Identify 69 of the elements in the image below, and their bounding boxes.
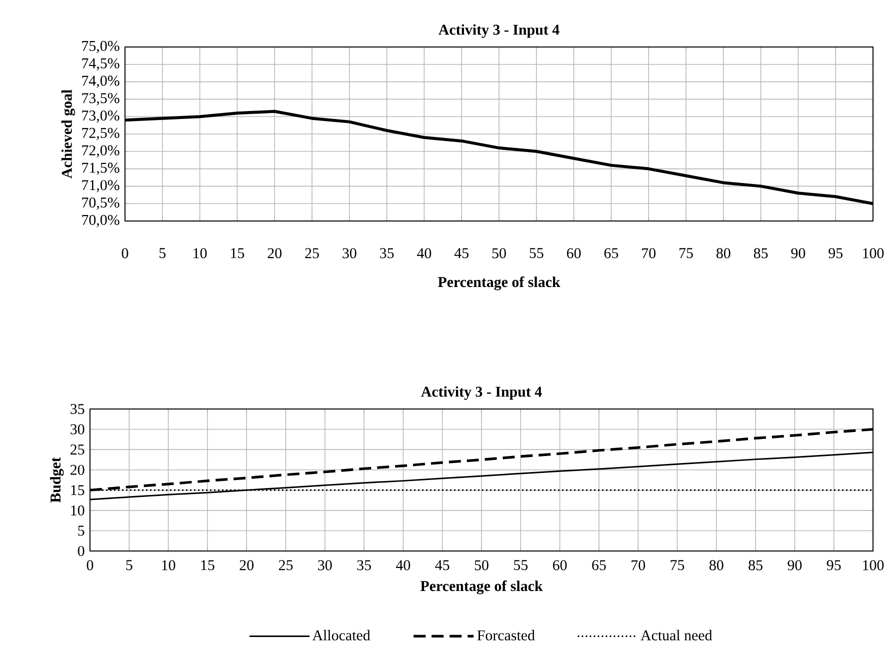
x-tick-label: 10 [194, 248, 207, 258]
x-tick-label: 30 [342, 248, 356, 258]
x-tick-label: 80 [710, 560, 724, 570]
x-tick-label: 45 [454, 248, 468, 258]
x-tick-label: 100 [863, 560, 884, 570]
x-tick-label: 95 [826, 560, 841, 570]
y-tick-label: 30 [70, 424, 84, 434]
y-tick-label: 70,0% [82, 214, 120, 228]
y-axis-title: Budget [50, 457, 64, 503]
x-tick-label: 70 [642, 248, 656, 258]
chart-title: Activity 3 - Input 4 [421, 386, 542, 400]
x-tick-label: 15 [231, 248, 244, 258]
x-tick-label: 60 [552, 560, 567, 570]
y-tick-label: 5 [78, 526, 84, 536]
x-tick-label: 90 [791, 248, 806, 258]
x-tick-label: 20 [240, 560, 254, 570]
y-tick-label: 35 [70, 404, 84, 414]
x-axis-title: Percentage of slack [420, 580, 543, 594]
x-tick-label: 85 [754, 248, 768, 258]
y-tick-label: 73,5% [82, 93, 120, 106]
y-tick-label: 72,0% [82, 145, 120, 158]
x-tick-label: 60 [566, 248, 581, 258]
x-tick-label: 70 [632, 560, 646, 570]
y-tick-label: 20 [70, 464, 84, 475]
x-tick-label: 100 [863, 248, 884, 258]
x-tick-label: 65 [604, 248, 618, 258]
x-tick-label: 85 [748, 560, 762, 570]
y-tick-label: 0 [78, 546, 84, 556]
y-tick-label: 72,5% [82, 128, 120, 140]
y-tick-label: 70,5% [82, 197, 120, 210]
x-tick-label: 30 [318, 560, 332, 570]
y-axis-title: Achieved goal [61, 90, 76, 178]
x-tick-label: 15 [201, 560, 214, 570]
y-tick-label: 71,0% [82, 180, 120, 192]
x-tick-label: 45 [435, 560, 450, 570]
x-tick-label: 50 [492, 248, 506, 258]
legend-label: Allocated [312, 630, 370, 640]
chart-title: Activity 3 - Input 4 [438, 24, 560, 38]
y-tick-label: 15 [71, 485, 84, 496]
x-tick-label: 75 [670, 560, 684, 570]
x-tick-label: 55 [514, 560, 528, 570]
x-axis-title: Percentage of slack [438, 276, 560, 290]
x-tick-label: 25 [278, 560, 293, 570]
y-tick-label: 25 [70, 444, 84, 455]
x-tick-label: 5 [160, 248, 166, 258]
x-tick-label: 35 [357, 560, 371, 570]
x-tick-label: 95 [828, 248, 842, 258]
x-tick-label: 25 [305, 248, 319, 258]
y-tick-label: 10 [71, 505, 84, 516]
legend-label: Forcasted [477, 630, 535, 640]
x-tick-label: 20 [268, 248, 282, 258]
x-tick-label: 80 [716, 248, 730, 258]
x-tick-label: 75 [680, 248, 693, 258]
x-tick-label: 10 [162, 560, 176, 570]
y-tick-label: 74,0% [82, 76, 120, 88]
legend-label: Actual need [640, 630, 712, 640]
x-tick-label: 90 [788, 560, 802, 570]
y-tick-label: 75,0% [82, 40, 120, 54]
x-tick-label: 50 [474, 560, 488, 570]
x-tick-label: 5 [126, 560, 132, 570]
x-tick-label: 0 [122, 248, 128, 258]
y-tick-label: 74,5% [82, 58, 120, 71]
y-tick-label: 71,5% [82, 162, 120, 175]
x-tick-label: 40 [396, 560, 410, 570]
x-tick-label: 35 [380, 248, 394, 258]
x-tick-label: 65 [592, 560, 606, 570]
x-tick-label: 40 [417, 248, 432, 258]
x-tick-label: 55 [530, 248, 544, 258]
y-tick-label: 73,0% [82, 110, 120, 123]
